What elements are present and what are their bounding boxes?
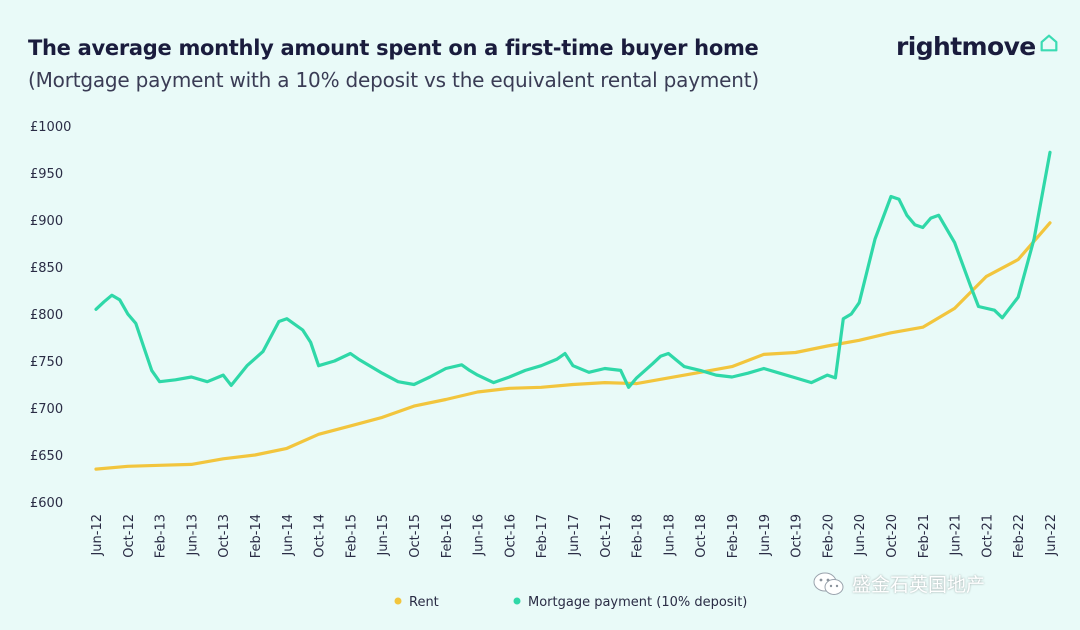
- y-tick-label: £600: [30, 496, 63, 511]
- rent-series-line: [94, 221, 1052, 471]
- x-tick-label: Oct-21: [980, 514, 995, 558]
- legend-marker: [513, 597, 521, 605]
- x-tick-label: Feb-22: [1012, 514, 1027, 558]
- x-tick-label: Jun-19: [758, 514, 773, 557]
- y-tick-label: £950: [30, 167, 63, 182]
- brand-logo: rightmove: [896, 32, 1060, 61]
- x-tick-label: Feb-17: [535, 514, 550, 558]
- watermark: 盛金石英国地产: [812, 570, 985, 597]
- y-tick-label: £900: [30, 214, 63, 229]
- x-tick-label: Oct-12: [122, 514, 137, 558]
- x-tick-label: Oct-19: [790, 514, 805, 558]
- x-tick-label: Feb-19: [726, 514, 741, 558]
- y-tick-label: £650: [30, 449, 63, 464]
- y-tick-label: £750: [30, 355, 63, 370]
- y-tick-label: £1000: [30, 120, 71, 135]
- y-tick-label: £850: [30, 261, 63, 276]
- x-tick-label: Feb-16: [440, 514, 455, 558]
- mortgage-series-line: [94, 150, 1052, 389]
- x-tick-label: Oct-18: [694, 514, 709, 558]
- legend-marker: [394, 597, 402, 605]
- x-tick-label: Oct-20: [885, 514, 900, 558]
- y-axis: £600 £650 £700 £750 £800 £850 £900 £950 £1000: [30, 120, 71, 511]
- x-tick-label: Jun-17: [567, 514, 582, 557]
- x-tick-label: Feb-13: [154, 514, 169, 558]
- x-tick-label: Oct-14: [313, 514, 328, 558]
- legend-label: Rent: [409, 595, 439, 610]
- x-tick-label: Jun-21: [949, 514, 964, 557]
- legend-label: Mortgage payment (10% deposit): [528, 595, 747, 610]
- x-tick-label: Jun-16: [472, 514, 487, 557]
- x-tick-label: Feb-14: [249, 514, 264, 558]
- chart-subtitle: (Mortgage payment with a 10% deposit vs …: [28, 68, 759, 92]
- y-tick-label: £700: [30, 402, 63, 417]
- x-tick-label: Oct-15: [408, 514, 423, 558]
- x-tick-label: Jun-20: [853, 514, 868, 557]
- watermark-text: 盛金石英国地产: [852, 574, 986, 596]
- x-axis: Jun-12 Oct-12 Feb-13 Jun-13 Oct-13 Feb-14 Jun-…: [90, 514, 1059, 558]
- x-tick-label: Feb-15: [344, 514, 359, 558]
- house-outline-icon: [1040, 34, 1058, 51]
- x-tick-label: Oct-17: [599, 514, 614, 558]
- x-tick-label: Oct-13: [217, 514, 232, 558]
- x-tick-label: Feb-18: [631, 514, 646, 558]
- chart-lines: [94, 150, 1052, 471]
- x-tick-label: Feb-20: [821, 514, 836, 558]
- x-tick-label: Jun-12: [90, 514, 105, 557]
- x-tick-label: Jun-13: [185, 514, 200, 557]
- x-tick-label: Jun-22: [1044, 514, 1059, 557]
- chart-title: The average monthly amount spent on a fi…: [28, 36, 759, 60]
- x-tick-label: Jun-18: [662, 514, 677, 557]
- chart-legend: Rent Mortgage payment (10% deposit): [394, 595, 747, 610]
- brand-name: rightmove: [896, 32, 1036, 61]
- x-tick-label: Jun-15: [376, 514, 391, 557]
- wechat-icon: [813, 572, 844, 595]
- x-tick-label: Jun-14: [281, 514, 296, 557]
- y-tick-label: £800: [30, 308, 63, 323]
- x-tick-label: Oct-16: [503, 514, 518, 558]
- x-tick-label: Feb-21: [917, 514, 932, 558]
